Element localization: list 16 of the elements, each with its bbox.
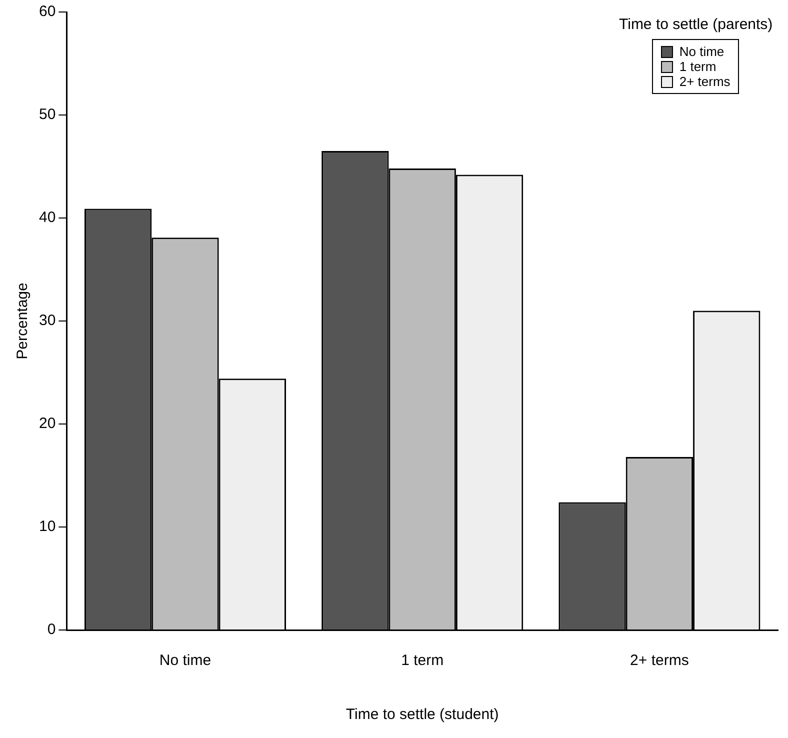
- y-tick-label: 0: [47, 621, 56, 638]
- x-tick-label: 1 term: [401, 652, 444, 670]
- x-tick-label: No time: [159, 652, 212, 670]
- legend-label: 1 term: [679, 59, 716, 74]
- x-tick-label: 2+ terms: [630, 652, 689, 670]
- legend-label: 2+ terms: [679, 74, 730, 89]
- legend-label: No time: [679, 44, 724, 59]
- y-tick-label: 60: [38, 3, 56, 20]
- y-tick-label: 10: [38, 518, 56, 536]
- x-axis-title: Time to settle (student): [346, 706, 499, 724]
- y-tick-label: 30: [38, 312, 56, 330]
- y-tick-label: 40: [38, 209, 56, 226]
- y-tick-label: 20: [38, 415, 56, 432]
- y-tick-label: 50: [38, 106, 56, 124]
- y-axis-title: Percentage: [14, 282, 32, 360]
- legend-title: Time to settle (parents): [619, 16, 773, 33]
